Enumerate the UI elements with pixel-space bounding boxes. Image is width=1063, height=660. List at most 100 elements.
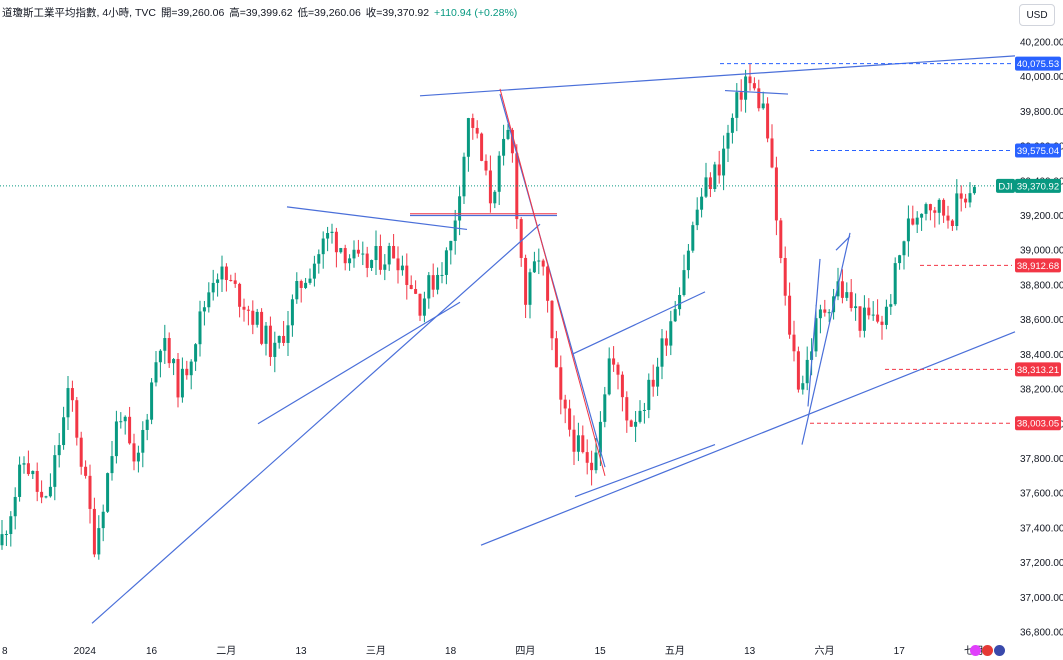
candle-body bbox=[576, 435, 580, 452]
candle-body bbox=[216, 279, 220, 283]
trend-line bbox=[835, 235, 851, 251]
candle-body bbox=[378, 246, 382, 270]
candle-body bbox=[581, 435, 585, 453]
flag-us-icon[interactable] bbox=[994, 645, 1005, 656]
candle-body bbox=[704, 177, 708, 197]
candle-body bbox=[18, 464, 22, 497]
candle-body bbox=[185, 368, 189, 376]
candle-body bbox=[629, 420, 633, 427]
candle-body bbox=[308, 278, 312, 283]
candle-body bbox=[678, 295, 682, 310]
price-label-badge bbox=[1015, 416, 1061, 431]
candle-body bbox=[700, 196, 704, 210]
candle-body bbox=[304, 282, 308, 288]
candle-body bbox=[321, 238, 325, 255]
price-label-text: 38,912.68 bbox=[1017, 261, 1059, 272]
x-tick-label: 二月 bbox=[216, 645, 236, 657]
candle-body bbox=[264, 325, 268, 344]
candle-body bbox=[766, 103, 770, 139]
candle-body bbox=[937, 199, 941, 213]
x-tick-label: 16 bbox=[146, 646, 158, 657]
candle-body bbox=[343, 248, 347, 264]
trend-line bbox=[419, 55, 1016, 97]
candle-body bbox=[950, 220, 954, 227]
y-tick-label: 40,200.00 bbox=[1020, 38, 1063, 49]
candle-body bbox=[361, 253, 365, 255]
candle-body bbox=[757, 88, 761, 109]
candle-body bbox=[752, 83, 756, 89]
candle-body bbox=[207, 292, 211, 308]
candle-body bbox=[484, 160, 488, 171]
candle-body bbox=[770, 138, 774, 168]
candle-body bbox=[726, 132, 730, 149]
candle-body bbox=[955, 193, 959, 227]
currency-button[interactable]: USD bbox=[1019, 4, 1055, 26]
candle-body bbox=[634, 421, 638, 427]
candle-body bbox=[180, 368, 184, 398]
candle-body bbox=[779, 220, 783, 259]
candle-body bbox=[167, 338, 171, 364]
y-tick-label: 39,800.00 bbox=[1020, 107, 1063, 118]
candle-body bbox=[625, 397, 629, 421]
candle-body bbox=[312, 263, 316, 279]
candle-body bbox=[792, 334, 796, 352]
candle-body bbox=[348, 258, 352, 264]
y-tick-label: 37,600.00 bbox=[1020, 489, 1063, 500]
candle-body bbox=[915, 217, 919, 225]
candle-body bbox=[141, 429, 145, 453]
candle-body bbox=[867, 307, 871, 316]
y-tick-label: 37,200.00 bbox=[1020, 558, 1063, 569]
candle-body bbox=[48, 486, 52, 497]
candle-body bbox=[136, 452, 140, 462]
candle-body bbox=[502, 138, 506, 156]
candle-body bbox=[66, 388, 70, 418]
candle-body bbox=[106, 473, 110, 512]
candle-body bbox=[818, 309, 822, 319]
candle-body bbox=[871, 314, 875, 316]
candle-body bbox=[110, 456, 114, 474]
y-tick-label: 40,000.00 bbox=[1020, 72, 1063, 83]
y-tick-label: 37,400.00 bbox=[1020, 523, 1063, 534]
trend-line bbox=[480, 331, 1016, 546]
candle-body bbox=[84, 466, 88, 476]
candle-body bbox=[387, 245, 391, 265]
candle-body bbox=[277, 335, 281, 343]
candle-body bbox=[559, 367, 563, 400]
trend-line bbox=[801, 232, 851, 445]
high-value: 高=39,399.62 bbox=[229, 7, 293, 19]
candle-body bbox=[40, 491, 44, 498]
price-label-badge bbox=[1015, 362, 1061, 377]
last-price-badge bbox=[1015, 178, 1061, 193]
candle-body bbox=[466, 118, 470, 157]
candle-body bbox=[475, 127, 479, 134]
y-tick-label: 39,000.00 bbox=[1020, 246, 1063, 257]
candle-body bbox=[708, 177, 712, 190]
candle-body bbox=[422, 298, 426, 316]
candle-body bbox=[158, 350, 162, 363]
candle-body bbox=[176, 359, 180, 398]
lightning-icon[interactable] bbox=[970, 645, 981, 656]
candle-body bbox=[735, 92, 739, 118]
change-value: +110.94 (+0.28%) bbox=[434, 7, 518, 19]
candle-body bbox=[493, 191, 497, 204]
candle-body bbox=[554, 338, 558, 368]
flag-us-icon[interactable] bbox=[982, 645, 993, 656]
candle-body bbox=[352, 249, 356, 259]
candle-body bbox=[427, 275, 431, 299]
candle-body bbox=[933, 210, 937, 213]
candle-body bbox=[365, 253, 369, 268]
candle-body bbox=[884, 306, 888, 325]
candle-body bbox=[598, 421, 602, 453]
candle-body bbox=[730, 117, 734, 133]
candle-body bbox=[414, 288, 418, 294]
candle-body bbox=[370, 260, 374, 268]
candle-body bbox=[273, 342, 277, 357]
candle-body bbox=[898, 255, 902, 264]
x-tick-label: 三月 bbox=[366, 645, 386, 657]
candle-body bbox=[189, 361, 193, 376]
candle-body bbox=[62, 417, 66, 446]
candle-body bbox=[220, 266, 224, 280]
candle-body bbox=[823, 309, 827, 313]
